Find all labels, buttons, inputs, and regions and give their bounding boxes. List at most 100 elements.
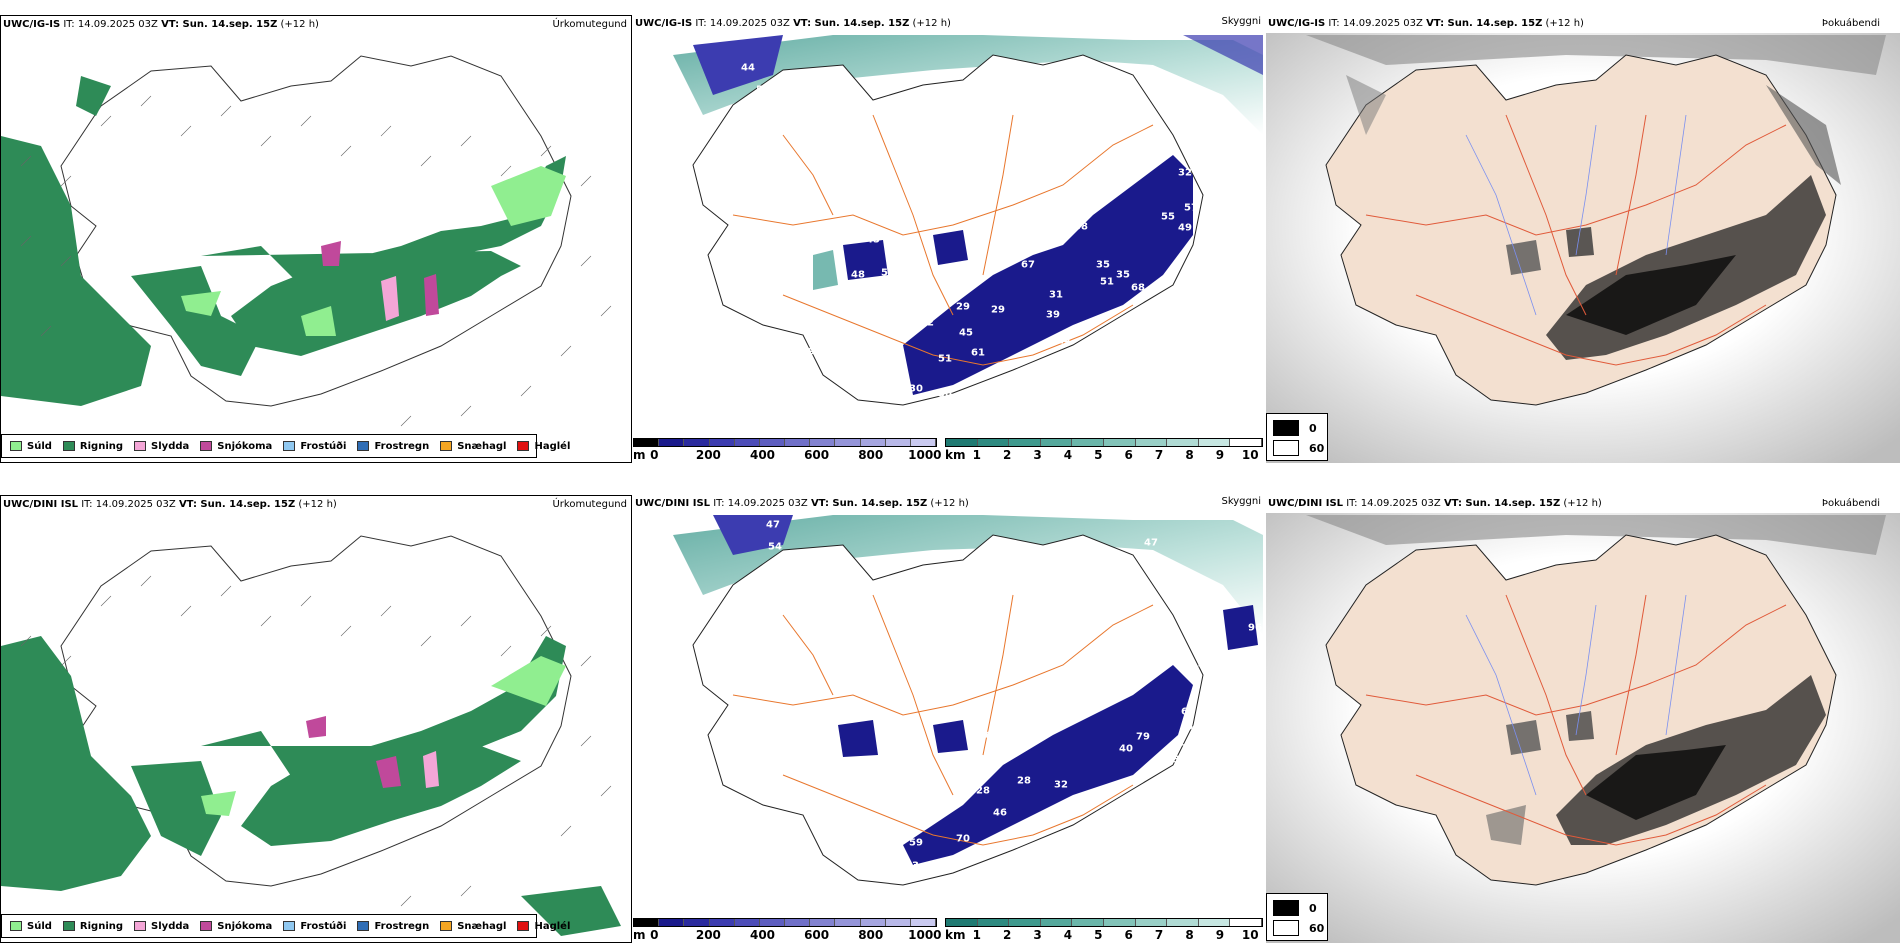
colorbar-segment (785, 439, 811, 446)
legend-swatch (357, 441, 370, 451)
colorbar-segment (1072, 439, 1104, 446)
legend-label: Frostregn (374, 440, 430, 452)
fog-legend: 0 60 (1266, 413, 1328, 461)
legend-item: Frostúði (283, 441, 346, 452)
colorbar-tick: 1000 (908, 928, 942, 942)
visibility-value: 17 (838, 332, 852, 344)
visibility-value: 48 (1198, 659, 1212, 671)
legend-swatch (200, 441, 213, 451)
legend-item: Frostregn (357, 921, 429, 932)
colorbar-segment (1135, 919, 1168, 926)
colorbar-tick: 0 (650, 448, 659, 462)
colorbar-segment (1167, 439, 1199, 446)
model-name: UWC/IG-IS (3, 19, 61, 30)
fog-panel-top: UWC/IG-IS IT: 14.09.2025 03Z VT: Sun. 14… (1266, 15, 1900, 463)
visibility-value: 35 (1116, 269, 1130, 281)
colorbar-tick: 8 (1185, 928, 1194, 942)
colorbar-tick: 200 (695, 928, 721, 942)
precip-panel-top: UWC/IG-IS IT: 14.09.2025 03Z VT: Sun. 14… (0, 15, 632, 463)
legend-swatch (440, 441, 453, 451)
colorbar-tick: 1 (972, 928, 981, 942)
colorbar-segment (1198, 919, 1231, 926)
fog-title: Þokuábendi (1821, 18, 1880, 29)
visibility-value: 31 (1049, 289, 1063, 301)
legend-label: Frostúði (300, 920, 347, 932)
legend-swatch (283, 921, 296, 931)
legend-swatch (134, 441, 147, 451)
legend-label: Slydda (151, 920, 190, 932)
visibility-value: 49 (1178, 222, 1192, 234)
colorbar-segment (634, 919, 660, 926)
visibility-value: 36 (691, 227, 705, 239)
visibility-value: 45 (866, 234, 880, 246)
legend-item: Frostúði (283, 921, 346, 932)
visibility-value: 44 (741, 62, 755, 74)
colorbar-segment (835, 919, 861, 926)
visibility-value: 47 (1144, 537, 1158, 549)
visibility-value: 64 (1186, 721, 1200, 733)
legend-swatch (517, 441, 530, 451)
fog-title: Þokuábendi (1821, 498, 1880, 509)
colorbar-tick: 10 (1241, 928, 1259, 942)
colorbar-segment (759, 919, 786, 926)
colorbar-segment (835, 439, 861, 446)
fog-panel-bottom: UWC/DINI ISL IT: 14.09.2025 03Z VT: Sun.… (1266, 495, 1900, 943)
visibility-value: 32 (894, 873, 908, 885)
visibility-value: 20 (1006, 81, 1020, 93)
visibility-value: 67 (1021, 259, 1035, 271)
precip-map (1, 55, 612, 427)
precip-type-title: Úrkomutegund (552, 19, 627, 30)
colorbar-segment (785, 919, 811, 926)
legend-item: Rigning (62, 440, 124, 452)
panel-title: UWC/IG-IS IT: 14.09.2025 03Z VT: Sun. 14… (1268, 18, 1584, 29)
visibility-value: 28 (1017, 775, 1031, 787)
colorbar-tick: 9 (1215, 448, 1225, 462)
legend-item: Snjókoma (200, 921, 272, 932)
visibility-value: 36 (1196, 641, 1210, 653)
visibility-value: 92 (920, 317, 934, 329)
legend-label: Snjókoma (217, 920, 273, 932)
colorbar-tick: 6 (1124, 448, 1133, 462)
colorbar-segment (1072, 919, 1104, 926)
visibility-value: 46 (993, 807, 1007, 819)
fog-map (1266, 33, 1900, 463)
visibility-value: 39 (1046, 309, 1060, 321)
legend-label: Rigning (79, 440, 124, 452)
visibility-value: 57 (1184, 202, 1198, 214)
visibility-value: 29 (956, 301, 970, 313)
visibility-value: 48 (851, 269, 865, 281)
colorbar-tick: 400 (749, 928, 776, 942)
colorbar-segment (1103, 439, 1136, 446)
colorbar-tick: 4 (1063, 448, 1073, 462)
visibility-value: 54 (881, 267, 895, 279)
colorbar-segment (1230, 439, 1262, 446)
colorbar-segment (759, 439, 786, 446)
legend-item: Súld (10, 441, 52, 452)
visibility-value: 79 (1136, 731, 1150, 743)
legend-label: Haglél (534, 920, 571, 932)
colorbar-tick: 5 (1094, 928, 1103, 942)
visibility-value: 30 (938, 388, 952, 400)
visibility-unit: km (945, 448, 966, 462)
colorbar-tick: 7 (1154, 928, 1164, 942)
colorbar-tick: 0 (650, 928, 659, 942)
legend-swatch (10, 441, 22, 451)
legend-swatch (200, 921, 213, 931)
colorbar-segment (1167, 919, 1199, 926)
precip-type-title: Úrkomutegund (552, 499, 627, 510)
colorbar-segment (977, 439, 1010, 446)
visibility-value: 47 (766, 519, 780, 531)
visibility-title: Skyggni (1221, 16, 1261, 27)
colorbar-segment (709, 439, 735, 446)
colorbar-segment (1103, 919, 1136, 926)
panel-title: UWC/DINI ISL IT: 14.09.2025 03Z VT: Sun.… (3, 499, 337, 510)
visibility-value: 55 (1161, 211, 1175, 223)
legend-item: Haglél (517, 441, 570, 452)
colorbar-tick: 200 (695, 448, 721, 462)
colorbar-segment (1009, 439, 1041, 446)
visibility-value: 40 (1119, 743, 1133, 755)
visibility-value: 57 (756, 84, 770, 96)
colorbar-segment (810, 919, 836, 926)
visibility-value: 51 (1100, 276, 1114, 288)
visibility-value: 24 (1057, 335, 1071, 347)
